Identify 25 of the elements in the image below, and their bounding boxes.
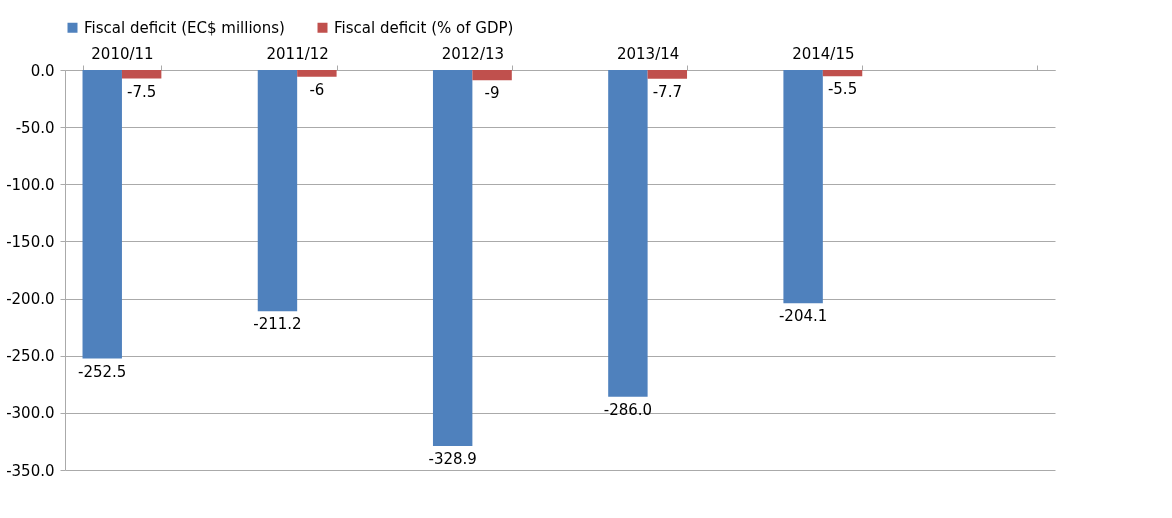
y-tick-label: -300.0	[6, 404, 55, 423]
x-tick-label: 2013/14	[616, 44, 680, 63]
y-tick-label: -200.0	[6, 290, 55, 309]
data-label: -286.0	[603, 400, 653, 419]
x-tick-label: 2012/13	[441, 44, 505, 63]
legend-label: Fiscal deficit (% of GDP)	[334, 18, 514, 37]
x-tick-label: 2011/12	[266, 44, 329, 63]
y-tick-label: -50.0	[15, 118, 55, 137]
data-label: -5.5	[827, 80, 858, 99]
y-tick-label: -350.0	[6, 461, 55, 480]
x-tick-label: 2014/15	[792, 44, 855, 63]
data-label: -204.1	[778, 307, 828, 326]
y-tick-label: -250.0	[6, 347, 55, 366]
legend-label: Fiscal deficit (EC$ millions)	[84, 18, 285, 37]
data-label: -252.5	[78, 362, 127, 381]
data-label: -7.7	[652, 82, 682, 101]
data-label: -328.9	[428, 449, 477, 468]
data-label: -7.5	[127, 82, 157, 101]
x-tick-label: 2010/11	[91, 44, 154, 63]
data-label: -9	[484, 84, 500, 103]
data-label: -211.2	[253, 315, 302, 334]
y-tick-label: -150.0	[6, 232, 55, 251]
y-tick-label: -100.0	[6, 175, 55, 194]
data-label: -6	[309, 80, 325, 99]
y-tick-label: 0.0	[30, 61, 55, 80]
